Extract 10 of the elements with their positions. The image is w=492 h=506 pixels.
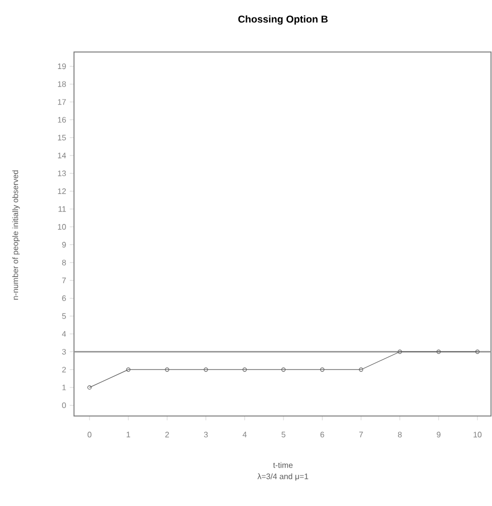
point [242,368,248,372]
chart-title: Chossing Option B [238,15,328,25]
point [359,368,364,372]
point [436,350,441,354]
point [320,368,325,372]
point [165,368,170,372]
point [204,368,208,372]
point [282,368,286,372]
point [126,368,131,372]
point [398,350,402,354]
